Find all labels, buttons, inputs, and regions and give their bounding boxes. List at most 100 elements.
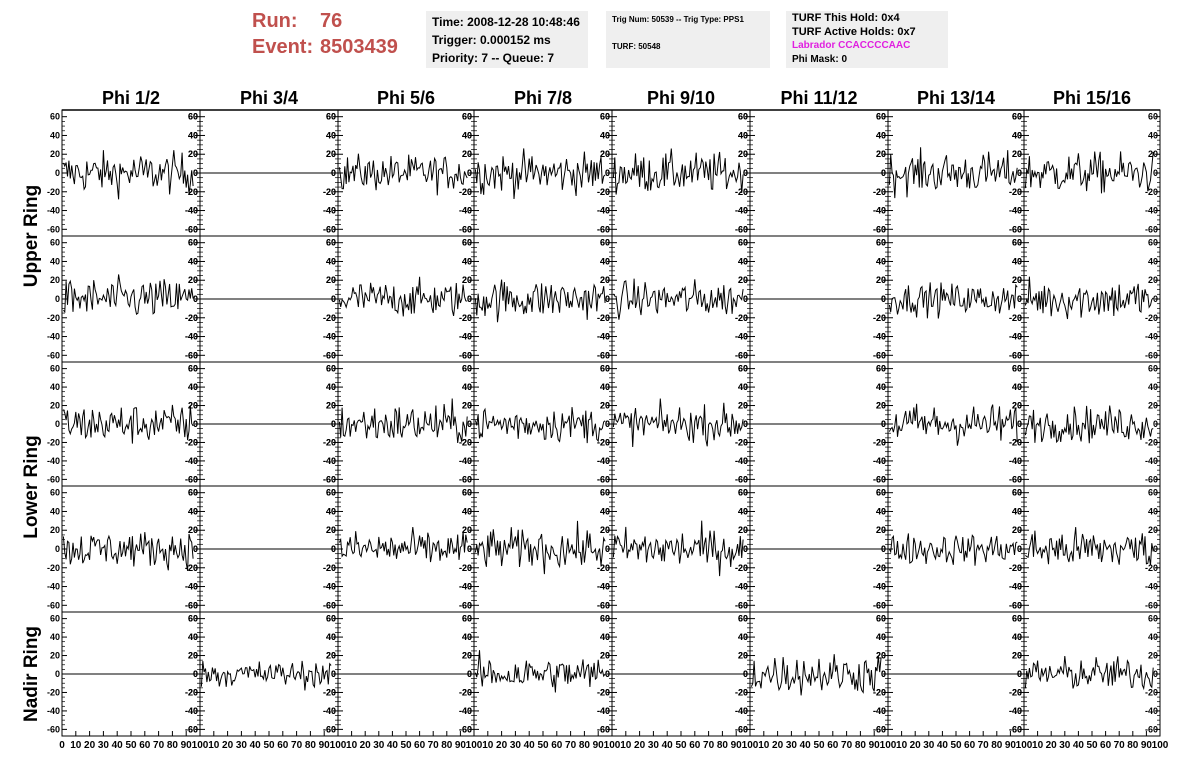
y-tick-label: -60 <box>185 224 198 234</box>
x-tick-label: 70 <box>1114 740 1126 751</box>
y-tick-label: 0 <box>743 669 748 679</box>
time-text: Time: 2008-12-28 10:48:46 <box>432 15 580 29</box>
x-tick-label: 20 <box>772 740 784 751</box>
y-tick-label: 40 <box>876 256 886 266</box>
x-tick-label: 50 <box>1086 740 1098 751</box>
y-tick-label: 20 <box>1148 651 1158 661</box>
plot-frame <box>887 485 1025 613</box>
y-tick-label: 40 <box>738 632 748 642</box>
y-tick-label: -40 <box>873 206 886 216</box>
y-tick-label: -60 <box>185 600 198 610</box>
x-tick-label: 90 <box>455 740 467 751</box>
y-tick-label: -20 <box>873 313 886 323</box>
x-tick-label: 70 <box>841 740 853 751</box>
y-tick-label: -40 <box>1145 706 1158 716</box>
y-tick-label: 20 <box>326 149 336 159</box>
y-tick-label: 40 <box>188 632 198 642</box>
y-tick-label: 60 <box>600 238 610 248</box>
y-tick-label: -20 <box>1009 437 1022 447</box>
y-tick-label: 0 <box>193 419 198 429</box>
x-tick-label: 30 <box>923 740 935 751</box>
event-header: Run: 76 Event: 8503439 Time: 2008-12-28 10… <box>0 0 1196 80</box>
x-tick-label: 60 <box>1100 740 1112 751</box>
y-tick-label: 20 <box>738 275 748 285</box>
y-tick-label: -20 <box>323 563 336 573</box>
x-tick-label: 40 <box>112 740 124 751</box>
y-tick-label: 0 <box>467 544 472 554</box>
y-tick-label: -20 <box>323 437 336 447</box>
y-tick-label: 60 <box>876 614 886 624</box>
waveform-trace <box>62 150 194 200</box>
y-tick-label: 20 <box>462 651 472 661</box>
y-tick-label: 40 <box>876 256 886 266</box>
y-tick-label: 60 <box>1012 364 1022 374</box>
y-tick-label: 60 <box>1148 112 1158 122</box>
y-tick-label: -60 <box>597 224 610 234</box>
y-tick-label: -20 <box>1145 563 1158 573</box>
y-tick-label: -40 <box>873 332 886 342</box>
x-tick-label: 20 <box>496 740 508 751</box>
x-tick-label: 100 <box>742 740 759 751</box>
y-tick-label: -40 <box>47 332 60 342</box>
y-tick-label: -40 <box>185 332 198 342</box>
row-label: Lower Ring <box>21 435 42 538</box>
waveform-trace <box>888 403 1018 446</box>
y-tick-label: 60 <box>1012 238 1022 248</box>
y-tick-label: -40 <box>1009 456 1022 466</box>
y-tick-label: -60 <box>873 224 886 234</box>
x-tick-label: 90 <box>319 740 331 751</box>
x-tick-label: 60 <box>139 740 151 751</box>
y-tick-label: -60 <box>459 600 472 610</box>
y-tick-label: -20 <box>1009 563 1022 573</box>
y-tick-label: -20 <box>459 313 472 323</box>
y-tick-label: 0 <box>1017 168 1022 178</box>
y-tick-label: -20 <box>1009 687 1022 697</box>
waveform-trace <box>62 532 194 571</box>
y-tick-label: 20 <box>876 149 886 159</box>
y-tick-label: -20 <box>597 187 610 197</box>
y-tick-label: 20 <box>50 525 60 535</box>
y-tick-label: -60 <box>1145 350 1158 360</box>
y-tick-label: 0 <box>467 669 472 679</box>
y-tick-label: -40 <box>873 706 886 716</box>
waveform-trace <box>474 279 606 323</box>
y-tick-label: 20 <box>326 651 336 661</box>
y-tick-label: 40 <box>462 382 472 392</box>
y-tick-label: 40 <box>326 256 336 266</box>
y-tick-label: 20 <box>738 275 748 285</box>
y-tick-label: -40 <box>323 706 336 716</box>
y-tick-label: -60 <box>735 350 748 360</box>
y-tick-label: -20 <box>459 563 472 573</box>
y-tick-label: 0 <box>743 544 748 554</box>
y-tick-label: -20 <box>873 437 886 447</box>
y-tick-label: 60 <box>326 112 336 122</box>
y-tick-label: 40 <box>188 382 198 392</box>
y-tick-label: 20 <box>462 401 472 411</box>
y-tick-label: -20 <box>735 313 748 323</box>
y-tick-label: 40 <box>738 382 748 392</box>
x-tick-label: 40 <box>662 740 674 751</box>
column-title: Phi 1/2 <box>102 88 160 108</box>
y-tick-label: -60 <box>1145 474 1158 484</box>
y-tick-label: -60 <box>323 350 336 360</box>
x-tick-label: 30 <box>236 740 248 751</box>
y-tick-label: -40 <box>185 456 198 466</box>
x-tick-label: 30 <box>648 740 660 751</box>
waveform-grid: Phi 1/2 Phi 3/4 Phi 5/6 Phi 7/8 Phi 9/10 Phi … <box>21 88 1169 751</box>
y-tick-label: -20 <box>1145 187 1158 197</box>
y-tick-label: -20 <box>185 437 198 447</box>
y-tick-label: -60 <box>47 724 60 734</box>
y-tick-label: -20 <box>1009 187 1022 197</box>
x-tick-label: 100 <box>604 740 621 751</box>
y-tick-label: 0 <box>1153 168 1158 178</box>
y-tick-label: 60 <box>600 112 610 122</box>
column-title: Phi 3/4 <box>240 88 298 108</box>
y-tick-label: -20 <box>47 187 60 197</box>
y-tick-label: -40 <box>47 706 60 716</box>
y-tick-label: 60 <box>1148 488 1158 498</box>
y-tick-label: 40 <box>600 506 610 516</box>
y-tick-label: 20 <box>1148 525 1158 535</box>
y-tick-label: -20 <box>47 687 60 697</box>
y-tick-label: 0 <box>605 544 610 554</box>
x-tick-label: 40 <box>250 740 262 751</box>
